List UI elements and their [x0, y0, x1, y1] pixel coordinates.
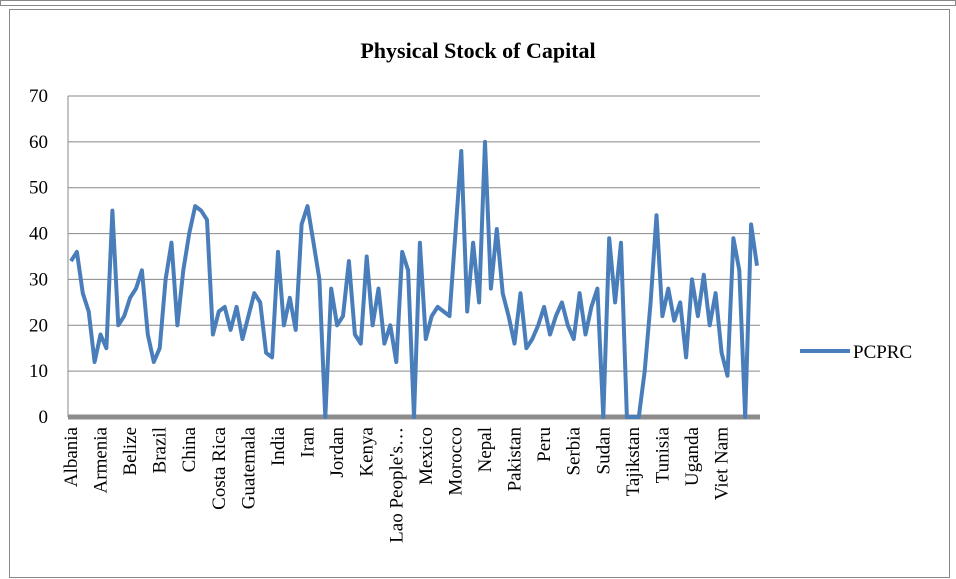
x-tick-label: Costa Rica [209, 426, 230, 509]
x-tick-label: Lao People's… [386, 427, 407, 543]
y-tick-label: 40 [29, 224, 48, 245]
y-tick-label: 30 [29, 269, 48, 290]
x-tick-label: Kenya [357, 426, 378, 476]
x-tick-label: Iran [298, 427, 319, 458]
y-tick-label: 10 [29, 361, 48, 382]
x-tick-label: China [179, 426, 200, 472]
x-tick-label: Sudan [593, 427, 614, 475]
legend-label: PCPRC [853, 342, 912, 363]
chart-title: Physical Stock of Capital [360, 38, 595, 63]
x-tick-label: Nepal [475, 427, 496, 472]
x-tick-label: Armenia [91, 426, 112, 493]
x-tick-label: Viet Nam [712, 427, 733, 500]
x-tick-label: Jordan [327, 427, 348, 478]
data-line [69, 139, 759, 419]
x-tick-label: India [268, 426, 289, 466]
x-tick-label: Morocco [445, 427, 466, 496]
x-tick-label: Pakistan [505, 427, 526, 492]
y-tick-label: 20 [29, 315, 48, 336]
x-tick-label: Albania [61, 426, 82, 487]
x-tick-label: Tunisia [652, 426, 673, 483]
x-tick-label: Guatemala [238, 426, 259, 509]
x-tick-label: Mexico [416, 427, 437, 485]
y-tick-label: 0 [39, 407, 49, 428]
y-tick-label: 50 [29, 178, 48, 199]
x-tick-label: Uganda [682, 426, 703, 486]
top-frame [0, 0, 956, 6]
y-tick-label: 60 [29, 132, 48, 153]
x-tick-label: Serbia [564, 426, 585, 475]
x-tick-label: Brazil [150, 427, 171, 473]
x-tick-label: Peru [534, 427, 555, 462]
x-tick-label: Belize [120, 427, 141, 476]
x-tick-label: Tajikstan [623, 427, 644, 497]
y-tick-label: 70 [29, 86, 48, 107]
